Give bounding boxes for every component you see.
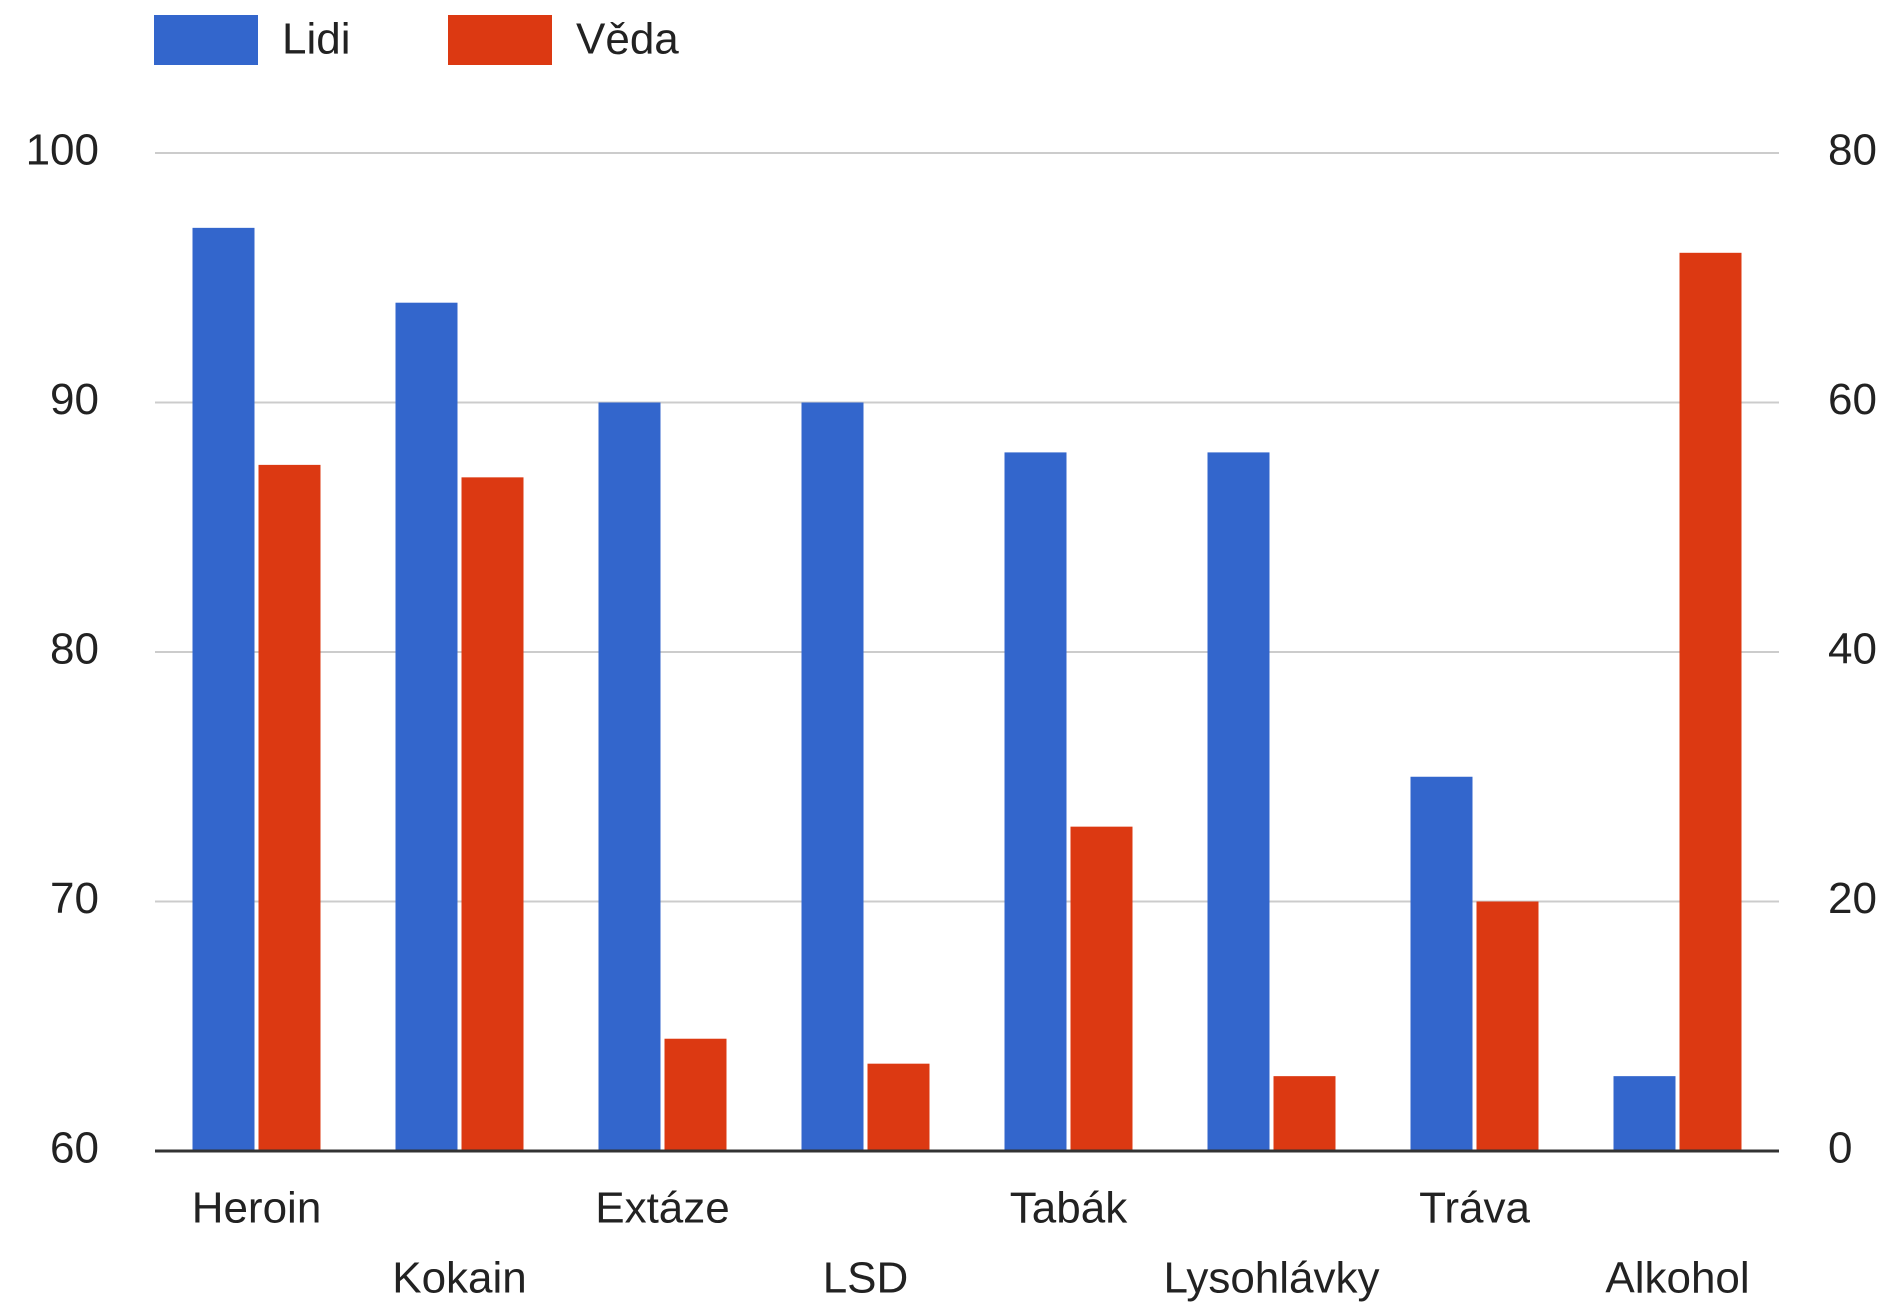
bar	[1004, 452, 1067, 1151]
y-tick-label: 60	[50, 1124, 99, 1173]
x-tick-label: Heroin	[192, 1184, 322, 1233]
y-tick-label: 70	[50, 874, 99, 923]
bar	[461, 477, 524, 1152]
bar	[1273, 1076, 1336, 1151]
bar	[258, 464, 321, 1151]
x-tick-label: Tráva	[1419, 1184, 1530, 1233]
bar	[1476, 901, 1539, 1151]
bar	[1207, 452, 1270, 1151]
y2-tick-label: 40	[1828, 625, 1877, 674]
y2-tick-label: 20	[1828, 874, 1877, 923]
x-tick-label: Alkohol	[1605, 1254, 1749, 1303]
legend-label: Lidi	[282, 15, 351, 64]
y2-tick-label: 0	[1828, 1124, 1852, 1173]
x-tick-label: LSD	[823, 1254, 909, 1303]
y2-tick-label: 80	[1828, 126, 1877, 175]
bar	[801, 402, 864, 1151]
bar	[1070, 826, 1133, 1151]
legend-swatch	[448, 15, 552, 65]
y-tick-label: 80	[50, 625, 99, 674]
y-tick-label: 90	[50, 375, 99, 424]
bar	[867, 1063, 930, 1151]
bar	[1613, 1076, 1676, 1151]
x-tick-label: Tabák	[1010, 1184, 1128, 1233]
bar	[395, 302, 458, 1151]
bar	[1410, 776, 1473, 1151]
legend-swatch	[154, 15, 258, 65]
x-tick-label: Kokain	[392, 1254, 527, 1303]
y-tick-label: 100	[26, 126, 99, 175]
legend-label: Věda	[576, 15, 679, 64]
y2-tick-label: 60	[1828, 375, 1877, 424]
bar	[1679, 252, 1742, 1152]
bar	[664, 1038, 727, 1151]
bar	[598, 402, 661, 1151]
x-tick-label: Lysohlávky	[1163, 1254, 1379, 1303]
x-tick-label: Extáze	[595, 1184, 730, 1233]
bar	[192, 227, 255, 1152]
